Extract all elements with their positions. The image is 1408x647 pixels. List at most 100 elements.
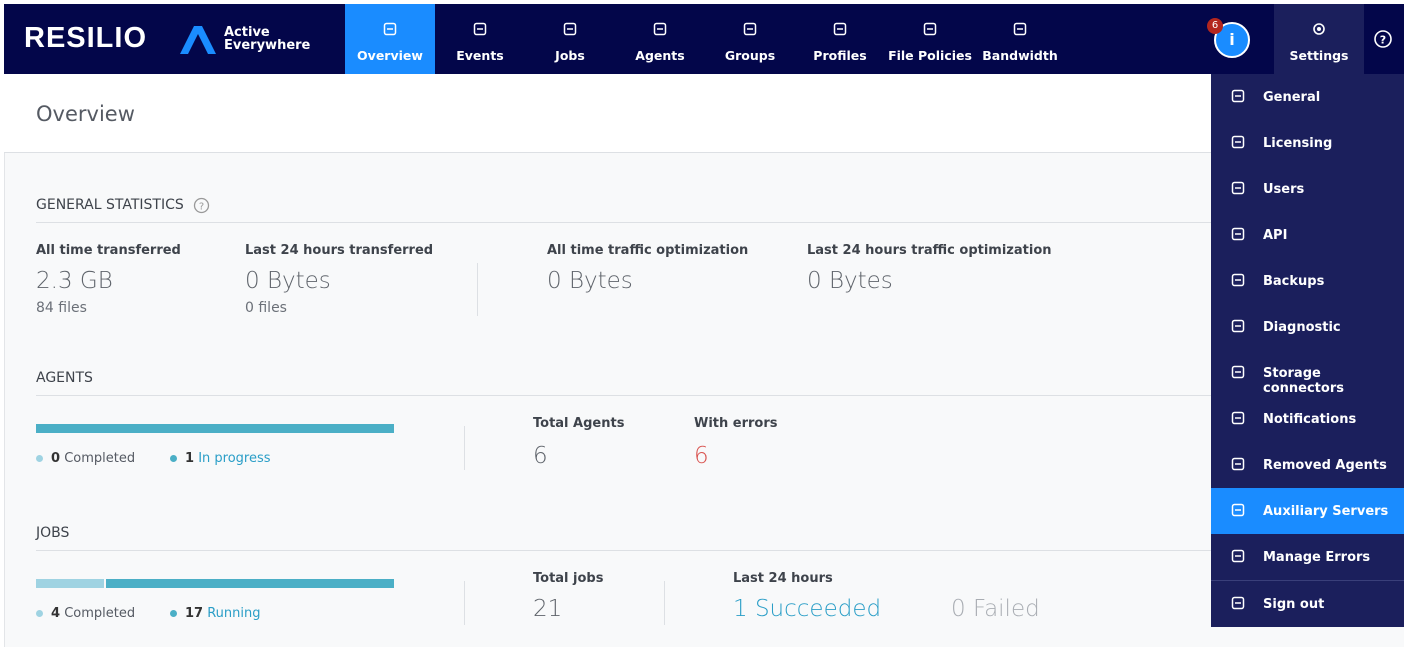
nav-label: File Policies [888, 48, 972, 63]
menu-label: General [1263, 90, 1321, 105]
stat-value: 0 Bytes [807, 268, 893, 294]
nav-item[interactable]: Overview [345, 4, 435, 74]
legend-item[interactable]: 1 In progress [170, 451, 271, 466]
menu-label: Diagnostic [1263, 320, 1341, 335]
succeeded[interactable]: 1 Succeeded [733, 596, 881, 622]
menu-item[interactable]: Storage connectors [1211, 350, 1404, 396]
nav-item[interactable]: Events [435, 4, 525, 74]
legend-item: 4 Completed [36, 606, 135, 621]
section-title: GENERAL STATISTICS [36, 197, 184, 213]
help-icon[interactable]: ? [193, 197, 210, 214]
nav-label: Overview [357, 48, 423, 63]
stat-sub: 0 files [245, 300, 287, 316]
menu-label: Users [1263, 182, 1305, 197]
menu-item[interactable]: Auxiliary Servers [1211, 488, 1404, 534]
nav-item[interactable]: Profiles [795, 4, 885, 74]
page-title: Overview [36, 102, 135, 126]
stat-label: Last 24 hours transferred [245, 243, 434, 258]
count: 0 [51, 451, 61, 466]
menu-label: Storage connectors [1263, 366, 1344, 396]
label: Completed [64, 451, 136, 466]
bar-segment [36, 424, 394, 433]
stat-label: Last 24 hours [733, 571, 833, 586]
product-line: Active [224, 25, 270, 40]
info-button[interactable]: i [1214, 22, 1250, 58]
menu-item[interactable]: Removed Agents [1211, 442, 1404, 488]
settings-menu: General Licensing Users API Backups Diagnosti… [1211, 74, 1404, 627]
stat-value: 6 [533, 443, 548, 469]
count: 1 [185, 451, 195, 466]
stat-label: Total Agents [533, 416, 625, 431]
label: Completed [64, 606, 136, 621]
section-title: JOBS [36, 525, 70, 541]
divider [477, 263, 478, 316]
product-line: Everywhere [224, 38, 311, 53]
divider [464, 426, 465, 470]
product-name: Active Everywhere [224, 26, 310, 52]
menu-label: Sign out [1263, 597, 1325, 612]
stat-value: 2.3 GB [36, 268, 113, 294]
bar-segment [36, 579, 105, 588]
divider [36, 395, 1211, 396]
count: 0 [951, 596, 966, 622]
nav-label: Jobs [555, 48, 585, 63]
failed: 0 Failed [951, 596, 1040, 622]
stat-value: 0 Bytes [547, 268, 633, 294]
legend-item[interactable]: 17 Running [170, 606, 261, 621]
settings-label: Settings [1289, 48, 1349, 63]
stat-label: Total jobs [533, 571, 604, 586]
menu-item[interactable]: Licensing [1211, 120, 1404, 166]
menu-item[interactable]: Notifications [1211, 396, 1404, 442]
menu-item[interactable]: Sign out [1211, 581, 1404, 627]
stat-value: 6 [694, 443, 709, 469]
count: 4 [51, 606, 61, 621]
nav-item[interactable]: Bandwidth [975, 4, 1065, 74]
menu-item[interactable]: Manage Errors [1211, 534, 1404, 580]
nav-label: Agents [635, 48, 685, 63]
divider [664, 581, 665, 625]
stat-value: 0 Bytes [245, 268, 331, 294]
nav-item[interactable]: Groups [705, 4, 795, 74]
brand: RESILIO [24, 22, 148, 54]
divider [36, 550, 1211, 551]
stat-label: All time traffic optimization [547, 243, 749, 258]
nav-label: Bandwidth [982, 48, 1058, 63]
legend-item: 0 Completed [36, 451, 135, 466]
label: Failed [972, 596, 1040, 622]
menu-item[interactable]: Users [1211, 166, 1404, 212]
menu-label: API [1263, 228, 1288, 243]
menu-item[interactable]: Backups [1211, 258, 1404, 304]
divider [464, 581, 465, 625]
help-button[interactable]: ? [1374, 30, 1392, 48]
menu-label: Auxiliary Servers [1263, 504, 1389, 519]
content [4, 74, 1404, 647]
settings-button[interactable]: Settings [1274, 4, 1364, 74]
stat-label: With errors [694, 416, 778, 431]
logo [180, 26, 216, 54]
menu-item[interactable]: API [1211, 212, 1404, 258]
divider [36, 222, 1211, 223]
menu-item[interactable]: General [1211, 74, 1404, 120]
top-bar: RESILIO Active Everywhere i 6 Settings ? … [4, 4, 1404, 74]
menu-item[interactable]: Diagnostic [1211, 304, 1404, 350]
label: Running [207, 606, 261, 621]
nav-label: Groups [724, 48, 776, 63]
svg-text:?: ? [199, 202, 204, 213]
menu-label: Licensing [1263, 136, 1333, 151]
stat-label: All time transferred [36, 243, 181, 258]
menu-label: Removed Agents [1263, 458, 1387, 473]
nav-item[interactable]: File Policies [885, 4, 975, 74]
nav-item[interactable]: Jobs [525, 4, 615, 74]
section-title: AGENTS [36, 370, 93, 386]
menu-label: Manage Errors [1263, 550, 1371, 565]
stat-sub: 84 files [36, 300, 87, 316]
title-bar: Overview [4, 74, 1404, 153]
nav-label: Profiles [813, 48, 867, 63]
count: 1 [733, 596, 748, 622]
nav-label: Events [456, 48, 504, 63]
count: 17 [185, 606, 204, 621]
nav-item[interactable]: Agents [615, 4, 705, 74]
menu-label: Backups [1263, 274, 1325, 289]
stat-label: Last 24 hours traffic optimization [807, 243, 1052, 258]
